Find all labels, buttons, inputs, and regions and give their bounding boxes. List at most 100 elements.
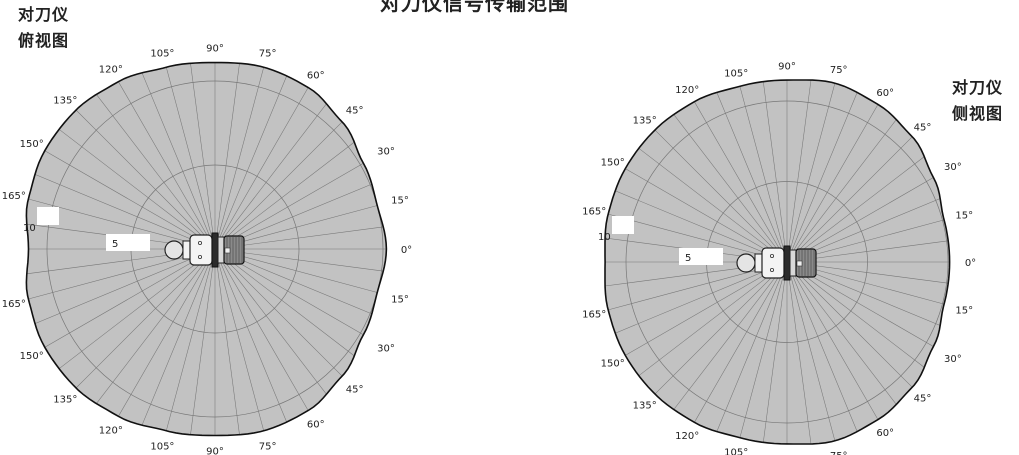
grid-spoke [786, 136, 913, 263]
grid-spoke [786, 261, 812, 445]
angle-label-lower: 105° [150, 441, 174, 452]
angle-label-lower: 45° [346, 385, 364, 396]
angle-label-lower: 75° [830, 451, 848, 455]
angle-label-lower: 30° [944, 354, 962, 365]
grid-spoke [96, 248, 216, 404]
grid-spoke [638, 261, 788, 376]
grid-spoke [34, 248, 216, 324]
radial-tick-5-box [106, 234, 150, 251]
probe-neck [789, 249, 797, 277]
side-view-polar-plot: 10 5 165° 150° 135° 120° 105° 90° 75° 60° 45° 30° 15… [582, 62, 976, 455]
radial-tick-5-label: 5 [112, 239, 118, 250]
angle-label-lower: 15° [955, 306, 973, 317]
grid-spoke [214, 63, 240, 250]
probe-stylus-ball [164, 240, 184, 260]
top-view-polar-plot: 10 5 165° 150° 135° 120° 105° 90° 75° 60° 45° 30° 15… [2, 43, 412, 455]
angle-label-lower: 75° [259, 441, 277, 452]
probe-collar [783, 245, 791, 281]
radial-tick-10-box [37, 207, 59, 225]
angle-label-lower: 120° [675, 431, 699, 442]
angle-label-lower: 165° [2, 299, 26, 310]
probe-body [189, 234, 213, 266]
grid-spoke [141, 248, 216, 426]
grid-spoke [673, 114, 788, 263]
grid-spoke [786, 177, 934, 263]
grid-spoke [763, 81, 788, 263]
grid-spoke [786, 261, 858, 432]
angle-label-zero: 0° [965, 258, 976, 269]
grid-spoke [739, 86, 788, 263]
angle-label-upper: 75° [259, 49, 277, 60]
probe-stem [754, 253, 763, 273]
radial-tick-5-label: 5 [685, 253, 691, 264]
grid-spoke [786, 156, 925, 263]
radial-tick-10-box [612, 216, 634, 234]
grid-spoke [214, 248, 240, 435]
grid-spoke [786, 261, 925, 368]
probe-screw-upper [770, 253, 775, 258]
radial-tick-5-box [679, 248, 723, 265]
grid-spoke [739, 261, 788, 438]
grid-spoke [190, 248, 216, 435]
grid-spoke [786, 79, 812, 263]
angle-label-upper: 105° [724, 68, 748, 79]
grid-spoke [166, 67, 216, 250]
grid-spoke [214, 141, 355, 250]
probe-stem [182, 240, 191, 260]
grid-spoke [118, 248, 216, 417]
grid-spoke [214, 163, 364, 250]
angle-label-upper: 15° [955, 211, 973, 222]
grid-spoke [34, 174, 216, 250]
angle-label-upper: 90° [778, 62, 796, 73]
grid-spoke [763, 261, 788, 443]
grid-spoke [214, 75, 287, 250]
radial-tick-10-label: 10 [598, 232, 611, 243]
angle-label-upper: 105° [150, 49, 174, 60]
angle-label-lower: 135° [633, 400, 657, 411]
grid-spoke [694, 261, 788, 423]
top-view-label: 对刀仪 俯视图 [18, 5, 70, 50]
range-envelope-outline [604, 79, 951, 445]
grid-spoke [190, 63, 216, 250]
grid-spoke [118, 81, 216, 250]
grid-spoke [75, 248, 216, 389]
angle-label-upper: 150° [601, 157, 625, 168]
grid-spoke [166, 248, 216, 431]
grid-spoke [786, 261, 879, 420]
probe-screw-upper [197, 240, 202, 245]
angle-label-lower: 120° [99, 425, 123, 436]
grid-spoke [58, 129, 216, 250]
angle-label-upper: 30° [377, 146, 395, 157]
grid-spoke [786, 261, 913, 388]
grid-spoke [214, 248, 355, 357]
grid-spoke [214, 248, 327, 395]
grid-spoke [673, 261, 788, 410]
angle-label-lower: 165° [582, 310, 606, 321]
angle-label-upper: 165° [2, 191, 26, 202]
angle-label-upper: 45° [346, 105, 364, 116]
angle-label-lower: 150° [20, 351, 44, 362]
grid-spoke [638, 148, 788, 263]
angle-label-upper: 135° [53, 95, 77, 106]
angle-label-upper: 60° [876, 88, 894, 99]
grid-spoke [141, 72, 216, 250]
probe-stylus-ball [736, 253, 756, 273]
probe-body [761, 247, 785, 279]
grid-spoke [214, 87, 309, 250]
grid-spoke [214, 248, 287, 423]
grid-spoke [625, 261, 788, 356]
grid-spoke [625, 168, 788, 263]
angle-label-upper: 120° [99, 65, 123, 76]
angle-label-upper: 165° [582, 206, 606, 217]
grid-spoke [44, 150, 216, 250]
grid-spoke [716, 92, 788, 263]
grid-spoke [786, 261, 836, 441]
grid-spoke [716, 261, 788, 432]
angle-label-lower: 15° [391, 295, 409, 306]
radial-tick-10-label: 10 [23, 223, 36, 234]
grid-spoke [786, 83, 836, 263]
grid-spoke [615, 261, 788, 334]
grid-spoke [654, 261, 788, 395]
angle-label-upper: 90° [206, 43, 224, 54]
